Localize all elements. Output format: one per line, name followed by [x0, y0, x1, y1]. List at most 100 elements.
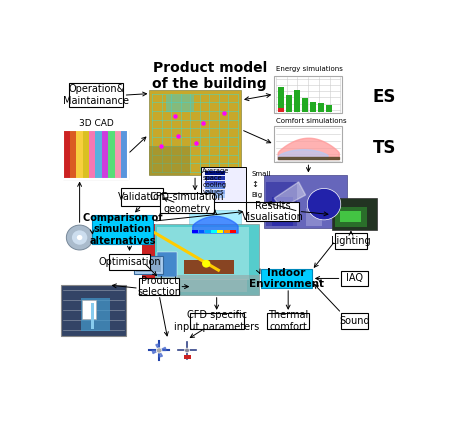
Text: CFD specific
input parameters: CFD specific input parameters — [174, 310, 259, 332]
Polygon shape — [156, 344, 159, 351]
Text: Sound: Sound — [339, 316, 370, 326]
Text: ES: ES — [373, 88, 396, 107]
Bar — [91, 303, 94, 329]
Text: Lighting: Lighting — [331, 236, 371, 246]
Bar — [148, 90, 241, 176]
Bar — [136, 258, 161, 272]
Text: ↕: ↕ — [252, 180, 259, 189]
Text: CFD-simulation
geometry: CFD-simulation geometry — [150, 193, 225, 214]
Bar — [108, 130, 115, 178]
Bar — [266, 181, 297, 226]
Bar — [224, 230, 230, 233]
Bar — [318, 103, 324, 111]
Bar — [70, 130, 76, 178]
FancyBboxPatch shape — [121, 187, 162, 206]
FancyBboxPatch shape — [160, 193, 214, 213]
Bar — [294, 90, 301, 111]
FancyBboxPatch shape — [267, 313, 309, 329]
Bar — [102, 130, 108, 178]
Text: Operation&
Maintainance: Operation& Maintainance — [63, 85, 129, 106]
Circle shape — [66, 225, 93, 250]
Bar — [63, 130, 70, 178]
Bar — [122, 130, 128, 178]
Bar — [205, 176, 225, 180]
Circle shape — [202, 260, 211, 268]
Bar — [205, 194, 225, 198]
Text: Average
space
cooling
values: Average space cooling values — [202, 168, 230, 196]
Bar — [158, 252, 176, 277]
Bar — [211, 230, 217, 233]
Bar — [310, 102, 316, 111]
FancyBboxPatch shape — [261, 269, 312, 288]
Bar — [142, 224, 155, 295]
Text: Comparison of
simulation
alternatives: Comparison of simulation alternatives — [83, 213, 162, 246]
Bar — [115, 130, 122, 178]
FancyBboxPatch shape — [108, 254, 150, 270]
Bar — [155, 275, 259, 295]
Bar — [332, 198, 377, 230]
Bar — [306, 208, 322, 226]
Text: TS: TS — [373, 139, 396, 156]
Bar — [335, 207, 367, 227]
Polygon shape — [152, 351, 159, 354]
Text: Thermal
comfort: Thermal comfort — [268, 310, 308, 332]
Text: Product model
of the building: Product model of the building — [153, 61, 267, 91]
FancyBboxPatch shape — [342, 313, 368, 329]
Polygon shape — [159, 347, 166, 351]
Bar — [95, 130, 102, 178]
Bar — [205, 181, 225, 184]
Text: Small: Small — [252, 171, 271, 177]
Bar — [302, 99, 308, 111]
Bar — [205, 171, 225, 176]
Bar — [89, 130, 95, 178]
Text: Energy simulations: Energy simulations — [276, 66, 343, 72]
Text: IAQ: IAQ — [346, 273, 363, 283]
Bar — [217, 230, 223, 233]
Bar — [286, 95, 292, 111]
Bar — [62, 285, 126, 336]
Circle shape — [77, 235, 82, 240]
Bar — [264, 176, 347, 228]
Bar — [176, 279, 247, 292]
Bar — [192, 230, 198, 233]
Bar — [278, 87, 284, 111]
Bar — [198, 230, 204, 233]
Text: Validation: Validation — [117, 192, 166, 201]
Bar — [189, 210, 241, 234]
Bar — [76, 130, 83, 178]
Text: Indoor
Environment: Indoor Environment — [249, 268, 324, 289]
FancyBboxPatch shape — [246, 201, 299, 221]
Bar — [205, 230, 211, 233]
FancyBboxPatch shape — [342, 271, 368, 286]
Bar — [63, 130, 128, 178]
FancyBboxPatch shape — [139, 278, 179, 295]
Circle shape — [184, 348, 189, 353]
Bar — [205, 190, 225, 194]
Bar — [274, 76, 342, 113]
Bar — [135, 255, 163, 274]
Text: Results
Visualisation: Results Visualisation — [242, 201, 303, 222]
Circle shape — [72, 230, 87, 245]
Bar — [230, 230, 236, 233]
Text: 3D CAD: 3D CAD — [79, 119, 114, 128]
FancyBboxPatch shape — [335, 233, 367, 249]
Bar — [272, 197, 293, 226]
Bar — [205, 185, 225, 189]
Bar — [201, 167, 246, 201]
Bar — [83, 130, 89, 178]
Bar — [274, 126, 342, 162]
Circle shape — [307, 188, 341, 220]
Bar — [82, 300, 96, 319]
Bar — [278, 108, 284, 111]
Text: Optimisation: Optimisation — [98, 257, 161, 267]
Circle shape — [156, 348, 162, 353]
Bar — [184, 260, 234, 274]
Bar — [81, 298, 110, 331]
Bar — [158, 227, 248, 280]
Text: Product
selection: Product selection — [137, 276, 181, 297]
Polygon shape — [159, 351, 162, 357]
FancyBboxPatch shape — [189, 313, 244, 329]
FancyBboxPatch shape — [92, 215, 153, 244]
Bar — [142, 224, 259, 295]
Bar — [184, 355, 190, 359]
